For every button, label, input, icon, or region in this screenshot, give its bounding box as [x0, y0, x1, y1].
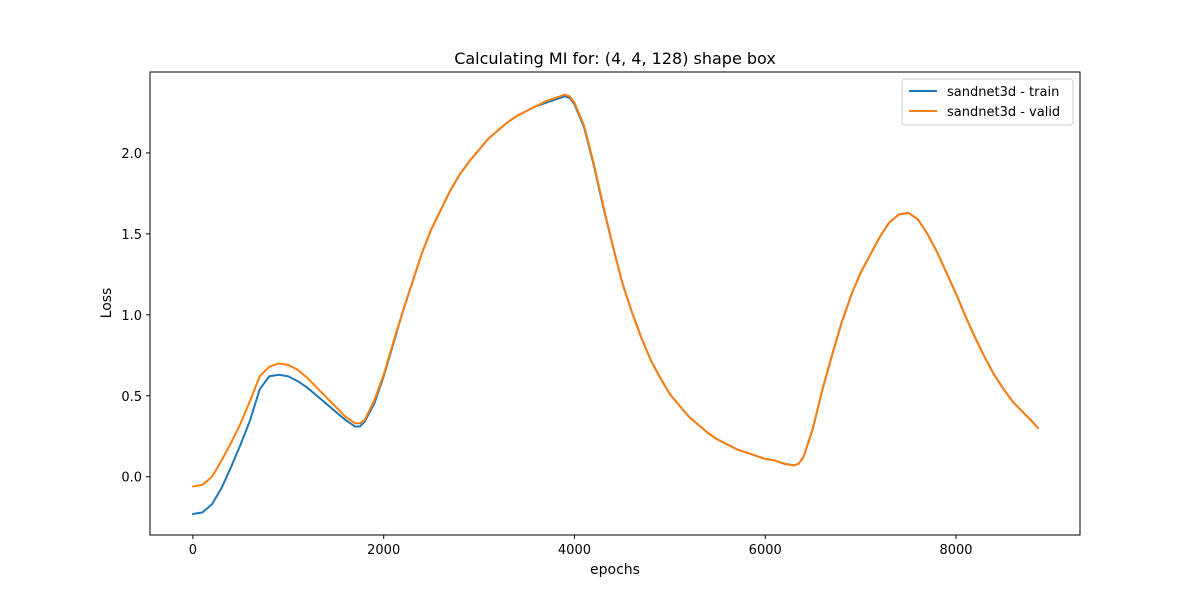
x-tick-label: 8000 [939, 543, 972, 558]
x-tick-label: 4000 [558, 543, 591, 558]
legend-label-train: sandnet3d - train [947, 85, 1059, 100]
series-lines [191, 93, 1040, 515]
plot-area [149, 71, 1081, 536]
chart-title: Calculating MI for: (4, 4, 128) shape bo… [454, 49, 776, 68]
legend-label-valid: sandnet3d - valid [947, 105, 1060, 120]
x-axis-label: epochs [590, 562, 640, 578]
y-tick-label: 0.5 [121, 390, 142, 405]
y-tick-label: 1.0 [121, 309, 142, 324]
x-tick-label: 6000 [749, 543, 782, 558]
y-tick-label: 2.0 [121, 147, 142, 162]
plot-background [150, 72, 1080, 535]
y-axis-ticks: 0.0 0.5 1.0 1.5 2.0 [121, 147, 150, 486]
y-tick-label: 0.0 [121, 471, 142, 486]
plot-frame [149, 71, 1081, 536]
series-line-valid [191, 93, 1040, 488]
y-tick-label: 1.5 [121, 228, 142, 243]
legend: sandnet3d - train sandnet3d - valid [901, 78, 1074, 126]
x-axis-ticks: 0 2000 4000 6000 8000 [189, 535, 973, 558]
x-tick-label: 2000 [367, 543, 400, 558]
x-tick-label: 0 [189, 543, 197, 558]
legend-box [901, 78, 1074, 126]
y-axis-label: Loss [99, 288, 115, 319]
